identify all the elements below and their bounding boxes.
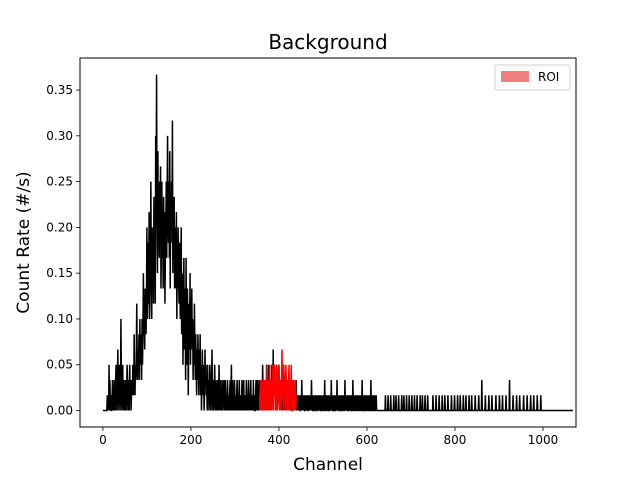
x-tick-label: 200 xyxy=(179,433,202,447)
legend-swatch-roi xyxy=(501,71,529,82)
y-tick-label: 0.00 xyxy=(46,404,73,418)
series-line-roi xyxy=(258,349,297,411)
series-line-background xyxy=(102,74,573,412)
y-tick-label: 0.35 xyxy=(46,83,73,97)
x-tick-label: 400 xyxy=(267,433,290,447)
y-tick-label: 0.20 xyxy=(46,220,73,234)
y-tick-label: 0.05 xyxy=(46,358,73,372)
y-tick-label: 0.25 xyxy=(46,175,73,189)
y-tick-label: 0.10 xyxy=(46,312,73,326)
x-axis-label: Channel xyxy=(293,455,363,475)
x-tick-label: 1000 xyxy=(528,433,559,447)
x-tick-label: 600 xyxy=(355,433,378,447)
y-tick-label: 0.15 xyxy=(46,266,73,280)
x-axis: 0 200 400 600 800 1000 xyxy=(99,427,558,447)
x-tick-label: 0 xyxy=(99,433,107,447)
y-axis-label: Count Rate (#/s) xyxy=(14,171,34,313)
legend-label-roi: ROI xyxy=(538,70,559,84)
series-layer xyxy=(102,74,573,412)
chart-title: Background xyxy=(268,30,387,54)
legend: ROI xyxy=(494,64,571,91)
y-tick-label: 0.30 xyxy=(46,129,73,143)
x-tick-label: 800 xyxy=(444,433,467,447)
y-axis: 0.00 0.05 0.10 0.15 0.20 0.25 0.30 0.35 xyxy=(46,83,80,418)
plot-area xyxy=(79,57,577,428)
axes-frame xyxy=(79,57,577,428)
